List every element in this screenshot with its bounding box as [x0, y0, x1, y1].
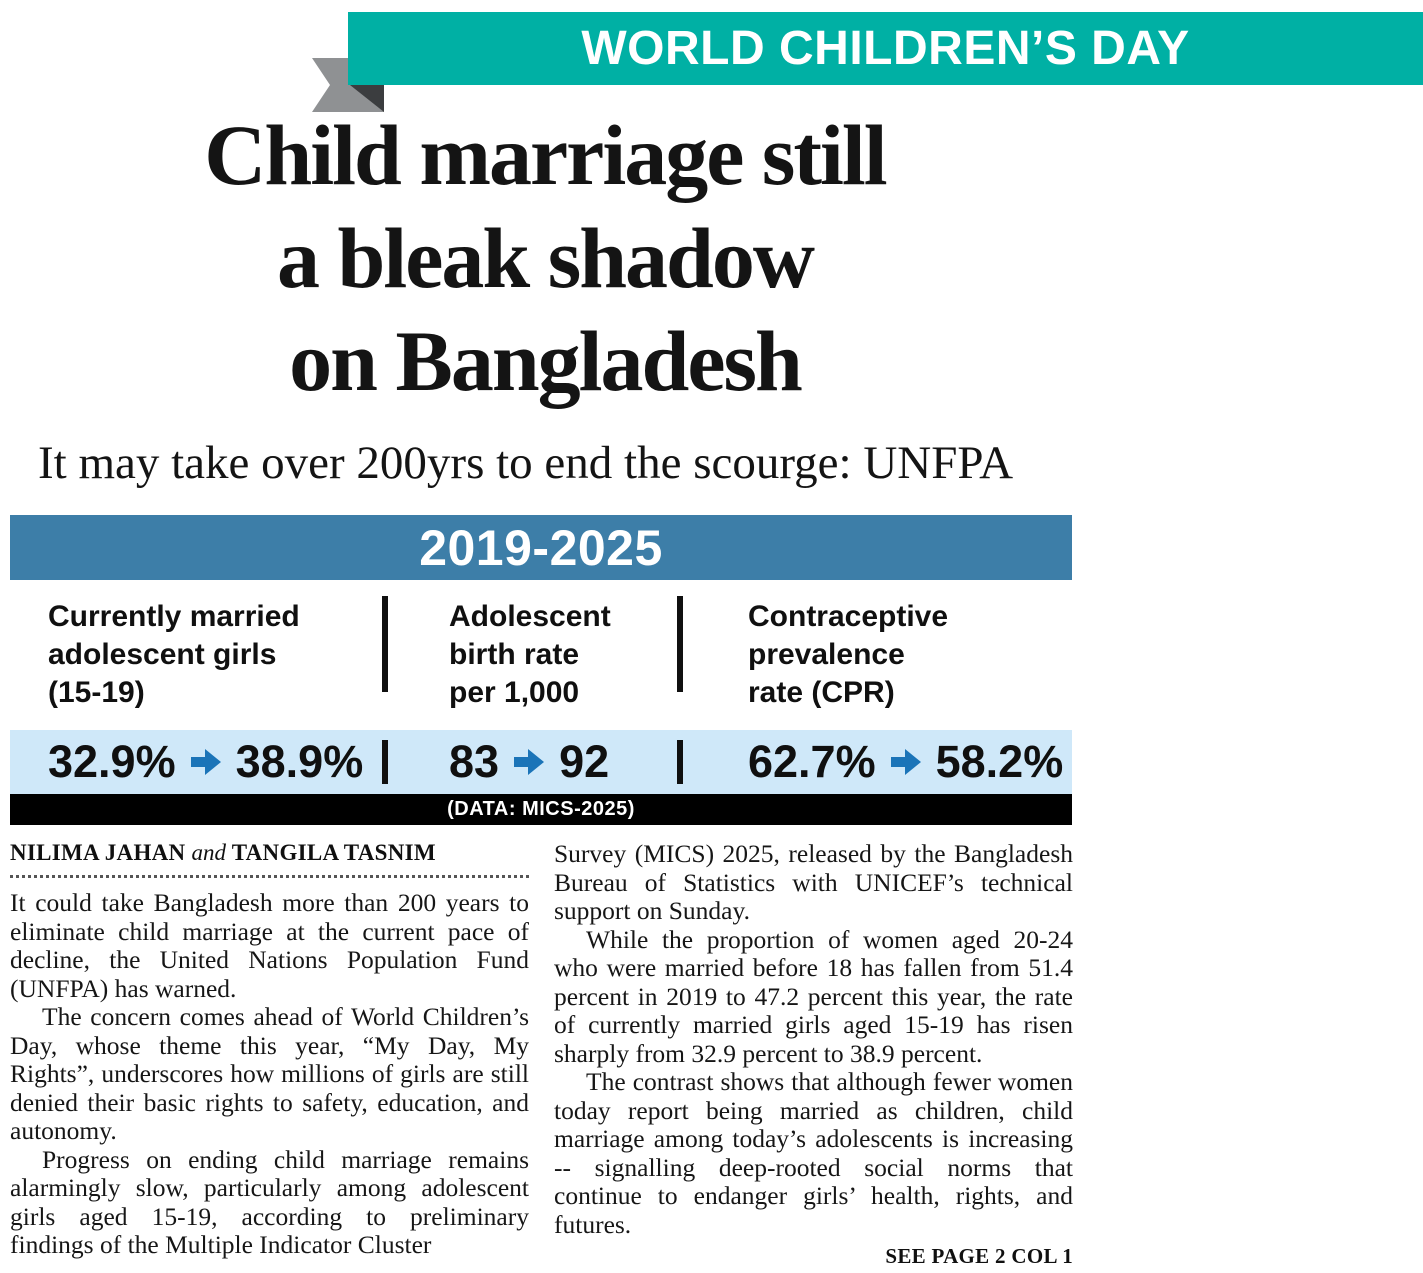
metric-value-2019: 83 — [449, 736, 500, 787]
infographic-values-row: 32.9% 38.9% 83 92 62.7% 58.2% — [10, 730, 1072, 794]
metric-value-2025: 58.2% — [935, 736, 1064, 787]
column-divider — [382, 596, 388, 692]
arrow-right-icon — [514, 749, 545, 775]
data-source-bar: (DATA: MICS-2025) — [10, 794, 1072, 825]
infographic-period: 2019-2025 — [10, 515, 1072, 580]
byline: NILIMA JAHAN and TANGILA TASNIM — [10, 840, 529, 866]
metric-label-line: adolescent girls — [48, 637, 277, 671]
article-column-left: NILIMA JAHAN and TANGILA TASNIM It could… — [10, 840, 529, 1269]
paragraph: Progress on ending child marriage remain… — [10, 1144, 529, 1259]
column-divider — [382, 740, 388, 784]
paragraph: It could take Bangladesh more than 200 y… — [10, 888, 529, 1003]
headline-line-2: a bleak shadow — [277, 210, 815, 307]
article-body: NILIMA JAHAN and TANGILA TASNIM It could… — [10, 839, 1073, 1269]
subheadline: It may take over 200yrs to end the scour… — [38, 437, 1014, 489]
metric-label-line: birth rate — [449, 637, 580, 671]
paragraph: Survey (MICS) 2025, released by the Bang… — [554, 839, 1073, 925]
metric-values-currently-married: 32.9% 38.9% — [10, 736, 385, 788]
byline-author-1: NILIMA JAHAN — [10, 840, 186, 865]
metric-label-line: Adolescent — [449, 600, 611, 633]
metric-label-line: Currently married — [48, 600, 300, 633]
metric-label-line: Contraceptive — [748, 600, 949, 633]
infographic: 2019-2025 Currently married adolescent g… — [10, 515, 1072, 825]
byline-connector: and — [191, 840, 227, 865]
metric-label-line: rate (CPR) — [748, 675, 895, 709]
banner-title: WORLD CHILDREN’S DAY — [581, 22, 1190, 75]
metric-values-birth-rate: 83 92 — [385, 736, 680, 788]
metric-label-line: per 1,000 — [449, 675, 580, 709]
paragraph: While the proportion of women aged 20-24… — [554, 924, 1073, 1068]
article-column-right: Survey (MICS) 2025, released by the Bang… — [554, 839, 1073, 1269]
metric-value-2025: 92 — [559, 736, 610, 787]
column-divider — [677, 740, 683, 784]
continuation-note: SEE PAGE 2 COL 1 — [885, 1244, 1073, 1268]
arrow-right-icon — [190, 749, 221, 775]
arrow-right-icon — [890, 749, 921, 775]
infographic-labels-row: Currently married adolescent girls (15-1… — [10, 580, 1072, 730]
headline: Child marriage still a bleak shadow on B… — [15, 104, 1075, 414]
headline-line-3: on Bangladesh — [289, 313, 803, 410]
metric-label-birth-rate: Adolescent birth rate per 1,000 — [385, 598, 680, 730]
byline-author-2: TANGILA TASNIM — [231, 840, 436, 865]
metric-value-2025: 38.9% — [235, 736, 364, 787]
section-banner: WORLD CHILDREN’S DAY — [348, 12, 1423, 85]
column-divider — [677, 596, 683, 692]
byline-rule — [10, 875, 529, 878]
metric-value-2019: 32.9% — [48, 736, 176, 787]
metric-label-line: prevalence — [748, 637, 905, 671]
paragraph: The concern comes ahead of World Childre… — [10, 1002, 529, 1145]
metric-label-currently-married: Currently married adolescent girls (15-1… — [10, 598, 385, 730]
metric-value-2019: 62.7% — [748, 736, 876, 787]
headline-line-1: Child marriage still — [204, 107, 887, 203]
paragraph: The contrast shows that although fewer w… — [554, 1067, 1073, 1239]
metric-label-cpr: Contraceptive prevalence rate (CPR) — [680, 598, 1072, 730]
metric-label-line: (15-19) — [48, 675, 145, 709]
metric-values-cpr: 62.7% 58.2% — [680, 736, 1072, 788]
